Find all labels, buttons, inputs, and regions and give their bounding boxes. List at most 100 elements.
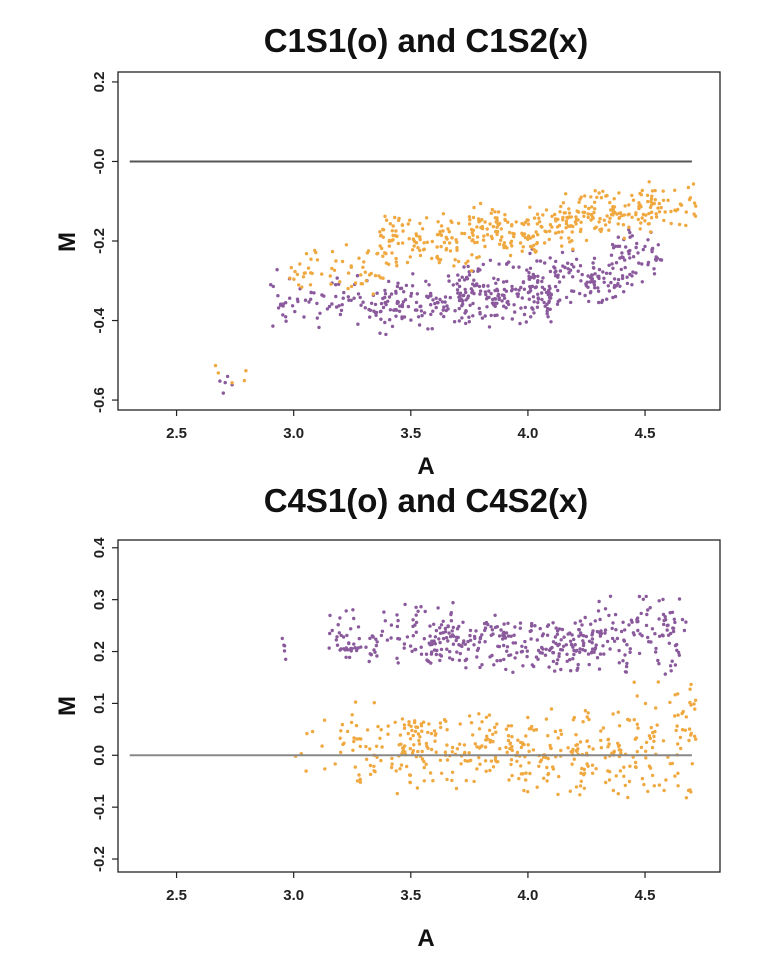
point-s1 xyxy=(392,308,397,312)
point-s1 xyxy=(585,280,589,284)
point-s1 xyxy=(451,283,455,287)
point-s1 xyxy=(483,626,488,630)
point-s1 xyxy=(597,667,602,671)
point-s1 xyxy=(530,306,534,310)
point-s1 xyxy=(625,643,629,647)
point-s2 xyxy=(576,218,580,222)
point-s1 xyxy=(557,642,561,646)
point-s2 xyxy=(640,776,645,781)
point-s2 xyxy=(297,283,301,287)
point-s1 xyxy=(520,296,524,300)
point-s2 xyxy=(437,260,441,265)
point-s1 xyxy=(345,633,349,638)
point-s1 xyxy=(415,292,419,296)
point-s1 xyxy=(428,624,432,628)
point-s2 xyxy=(345,729,350,734)
point-s1 xyxy=(468,633,472,638)
point-s1 xyxy=(409,294,413,298)
point-s2 xyxy=(646,789,650,794)
point-s2 xyxy=(397,743,401,747)
point-s2 xyxy=(508,741,513,745)
point-s2 xyxy=(494,730,498,734)
point-s1 xyxy=(589,276,593,280)
point-s1 xyxy=(532,664,536,669)
point-s1 xyxy=(477,306,481,311)
point-s2 xyxy=(601,726,606,730)
point-s1 xyxy=(457,306,461,311)
point-s1 xyxy=(445,647,449,651)
point-s2 xyxy=(470,253,474,257)
x-axis-label-bottom: A xyxy=(417,925,434,952)
point-s2 xyxy=(521,245,525,249)
point-s2 xyxy=(548,229,552,233)
point-s1 xyxy=(492,301,497,305)
point-s1 xyxy=(453,309,457,313)
y-tick-label: -0.0 xyxy=(91,149,108,175)
point-s2 xyxy=(442,718,447,722)
point-s2 xyxy=(606,745,610,749)
point-s1 xyxy=(513,625,517,629)
point-s1 xyxy=(434,628,439,633)
point-s1 xyxy=(478,635,483,640)
point-s2 xyxy=(303,271,307,275)
point-s2 xyxy=(408,737,413,741)
point-s1 xyxy=(434,305,438,310)
point-s2 xyxy=(467,751,471,755)
point-s1 xyxy=(559,638,563,642)
point-s1 xyxy=(356,322,360,326)
point-s1 xyxy=(320,293,324,297)
point-s1 xyxy=(614,261,619,265)
point-s1 xyxy=(327,304,332,309)
point-s2 xyxy=(650,773,655,778)
point-s1 xyxy=(410,649,414,653)
point-s1 xyxy=(422,311,427,315)
point-s2 xyxy=(491,732,495,736)
point-s1 xyxy=(557,627,562,631)
point-s1 xyxy=(511,641,515,645)
point-s2 xyxy=(609,212,614,217)
point-s1 xyxy=(659,258,664,262)
point-s1 xyxy=(595,656,600,660)
point-s1 xyxy=(448,295,452,300)
point-s1 xyxy=(284,315,288,319)
point-s2 xyxy=(295,272,300,277)
point-s1 xyxy=(414,605,418,609)
point-s1 xyxy=(640,262,644,266)
point-s2 xyxy=(648,736,653,741)
point-s1 xyxy=(523,305,527,310)
point-s2 xyxy=(519,745,524,750)
point-s2 xyxy=(694,737,698,741)
point-s1 xyxy=(627,623,631,627)
point-s1 xyxy=(569,669,573,673)
point-s2 xyxy=(693,698,698,702)
point-s2 xyxy=(657,783,662,787)
point-s2 xyxy=(688,700,692,705)
point-s1 xyxy=(578,650,582,654)
point-s1 xyxy=(576,666,580,670)
point-s1 xyxy=(351,608,355,612)
point-s2 xyxy=(636,726,640,730)
point-s1 xyxy=(540,279,544,284)
point-s2 xyxy=(379,728,383,732)
point-s2 xyxy=(216,371,220,375)
point-s1 xyxy=(630,283,634,287)
point-s2 xyxy=(395,791,399,796)
point-s1 xyxy=(538,626,542,631)
point-s2 xyxy=(582,214,586,218)
point-s2 xyxy=(652,734,656,739)
point-s1 xyxy=(548,307,552,311)
point-s2 xyxy=(643,701,648,706)
point-s2 xyxy=(508,253,513,258)
point-s2 xyxy=(509,239,514,243)
point-s1 xyxy=(556,273,560,277)
point-s1 xyxy=(503,636,508,640)
point-s1 xyxy=(643,244,647,249)
point-s1 xyxy=(282,649,287,653)
point-s1 xyxy=(577,628,581,632)
point-s2 xyxy=(654,215,659,219)
point-s1 xyxy=(573,621,577,625)
point-s1 xyxy=(510,284,514,289)
point-s2 xyxy=(405,764,409,769)
point-s1 xyxy=(293,309,297,314)
